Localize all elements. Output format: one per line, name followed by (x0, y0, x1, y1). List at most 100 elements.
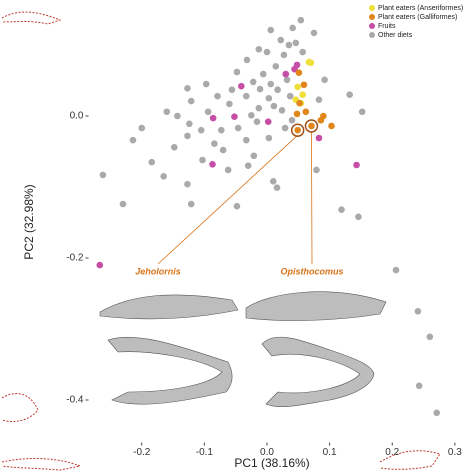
x-tick-label: -0.1 (196, 447, 214, 458)
annotation-line (311, 130, 313, 265)
point (293, 61, 301, 69)
point (278, 107, 286, 114)
point (243, 92, 250, 100)
y-tick-label: -0.4 (66, 395, 84, 406)
point (308, 122, 315, 130)
point (204, 108, 212, 116)
legend-label: Plant eaters (Galliformes) (378, 14, 457, 21)
point (255, 45, 263, 53)
point (353, 161, 360, 169)
point (289, 24, 296, 32)
point (358, 108, 366, 116)
point (234, 124, 242, 132)
point (217, 126, 225, 134)
point (238, 82, 245, 90)
point (129, 136, 137, 144)
point (285, 41, 293, 49)
point (320, 112, 327, 120)
point (277, 36, 285, 44)
x-tick-label: 0.2 (385, 447, 399, 458)
point (253, 118, 261, 125)
legend-label: Fruits (378, 23, 396, 30)
point (211, 140, 218, 147)
point (267, 26, 275, 34)
point (346, 91, 353, 98)
point (148, 158, 156, 166)
point (267, 80, 275, 88)
legend-marker (369, 14, 375, 20)
point (197, 126, 205, 134)
point (233, 202, 241, 210)
point (184, 85, 191, 92)
point (186, 120, 193, 128)
x-tick-label: 0.1 (323, 447, 337, 458)
point (310, 29, 318, 37)
point (281, 124, 289, 132)
point (302, 108, 310, 116)
point (209, 114, 217, 122)
point (426, 333, 434, 341)
point (160, 173, 167, 180)
annotation: Opisthocomus (280, 266, 343, 276)
annotation: Jeholornis (135, 266, 181, 276)
point (280, 51, 288, 59)
point (300, 81, 308, 89)
y-tick-label: 0.0 (70, 111, 84, 122)
point (433, 409, 441, 417)
point (328, 122, 335, 130)
point (338, 206, 345, 214)
point (288, 116, 296, 124)
point (231, 113, 238, 121)
point (187, 97, 195, 105)
point (255, 104, 263, 112)
point (259, 70, 267, 78)
point (199, 156, 206, 164)
point (296, 99, 303, 107)
point (244, 162, 252, 169)
point (233, 68, 241, 76)
point (219, 146, 227, 154)
point (415, 382, 423, 390)
skull-illustrations (99, 291, 387, 408)
point (414, 307, 422, 315)
point (292, 39, 300, 47)
point (315, 96, 323, 103)
point (294, 126, 301, 134)
point (265, 134, 273, 142)
point (299, 91, 306, 98)
point (293, 110, 301, 118)
legend-label: Plant eaters (Anseriformes) (378, 5, 463, 12)
point (274, 86, 281, 94)
point (184, 132, 191, 140)
point (295, 69, 303, 76)
point (228, 86, 236, 94)
point (272, 63, 280, 70)
point (224, 166, 232, 174)
point (270, 102, 278, 110)
point (269, 178, 277, 185)
point (202, 80, 210, 88)
point (283, 76, 291, 84)
point (243, 136, 250, 144)
outline-sketches (1, 11, 441, 471)
point (265, 94, 273, 102)
point (174, 112, 181, 120)
legend-marker (369, 23, 375, 29)
legend-label: Other diets (378, 32, 413, 39)
point (264, 118, 272, 125)
y-tick-label: -0.2 (66, 253, 84, 264)
y-axis-title: PC2 (32.98%) (22, 184, 36, 259)
point (214, 92, 221, 100)
point (250, 152, 258, 160)
point (187, 200, 195, 208)
point (294, 83, 301, 91)
point (119, 200, 127, 208)
point (243, 56, 251, 64)
point (209, 160, 216, 168)
x-tick-label: 0.0 (260, 447, 274, 458)
point (163, 108, 171, 116)
point (392, 266, 400, 274)
point (286, 92, 294, 100)
point (313, 166, 320, 174)
point (248, 111, 255, 119)
